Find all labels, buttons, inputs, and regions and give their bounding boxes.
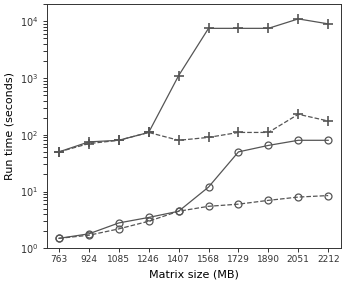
Y-axis label: Run time (seconds): Run time (seconds) bbox=[4, 72, 14, 180]
X-axis label: Matrix size (MB): Matrix size (MB) bbox=[149, 270, 239, 280]
